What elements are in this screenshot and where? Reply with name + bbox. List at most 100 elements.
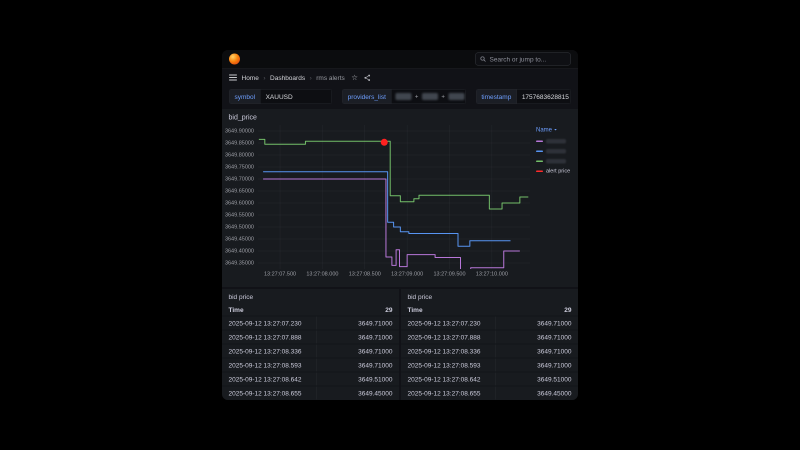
table-row: 2025-09-12 13:27:08.336 3649.71000 — [222, 343, 399, 358]
cell-time: 2025-09-12 13:27:07.230 — [228, 319, 302, 327]
column-header-29[interactable]: 29 — [564, 305, 572, 314]
y-axis-label: 3649.45000 — [224, 236, 254, 242]
table-header: Time 29 — [222, 304, 399, 316]
cell-value: 3649.71000 — [494, 316, 578, 330]
breadcrumb-dashboard-title[interactable]: rms alerts — [316, 73, 345, 82]
tables-row: bid price Time 29 2025-09-12 13:27:07.23… — [222, 289, 578, 400]
table-row: 2025-09-12 13:27:07.888 3649.71000 — [222, 329, 399, 344]
grafana-window: Search or jump to... Home › Dashboards ›… — [222, 50, 578, 400]
legend-entry[interactable] — [536, 146, 575, 156]
search-input[interactable]: Search or jump to... — [475, 52, 571, 66]
legend-series-swatch-icon — [536, 160, 543, 162]
variable-providers-list: providers_list + + ▾ — [342, 89, 466, 104]
alert-price-marker — [380, 138, 388, 146]
y-axis-label: 3649.60000 — [224, 200, 254, 206]
x-axis-label: 13:27:08.000 — [306, 271, 339, 277]
y-axis-label: 3649.55000 — [224, 212, 254, 218]
legend-entries: alert price — [536, 136, 575, 176]
provider-value-redacted — [395, 93, 412, 100]
sort-arrow-icon — [554, 129, 557, 131]
table-row: 2025-09-12 13:27:08.642 3649.51000 — [401, 371, 578, 386]
table-row: 2025-09-12 13:27:07.230 3649.71000 — [222, 315, 399, 330]
cell-value: 3649.51000 — [494, 372, 578, 386]
chart-panel-title[interactable]: bid_price — [228, 113, 257, 121]
provider-value-redacted — [421, 93, 438, 100]
legend-entry[interactable] — [536, 156, 575, 166]
table-row: 2025-09-12 13:27:08.655 3649.45000 — [401, 385, 578, 400]
table-header: Time 29 — [401, 304, 578, 316]
cell-time: 2025-09-12 13:27:07.888 — [407, 333, 481, 341]
legend-entry[interactable] — [536, 136, 575, 146]
variable-providers-select[interactable]: + + ▾ — [390, 89, 466, 104]
cell-value: 3649.51000 — [315, 372, 399, 386]
cell-time: 2025-09-12 13:27:08.655 — [228, 389, 302, 397]
table-body: 2025-09-12 13:27:07.230 3649.71000 2025-09… — [401, 315, 578, 400]
variable-providers-label: providers_list — [342, 89, 391, 104]
search-placeholder: Search or jump to... — [489, 55, 547, 63]
y-axis-label: 3649.40000 — [224, 248, 254, 254]
legend-series-swatch-icon — [536, 170, 543, 172]
cell-value: 3649.71000 — [494, 358, 578, 372]
variable-symbol-label: symbol — [229, 89, 261, 104]
table-panel-title[interactable]: bid price — [228, 293, 254, 301]
cell-time: 2025-09-12 13:27:08.642 — [228, 375, 302, 383]
cell-value: 3649.71000 — [494, 330, 578, 344]
column-header-time[interactable]: Time — [228, 305, 244, 314]
cell-value: 3649.45000 — [315, 386, 399, 400]
top-nav: Search or jump to... — [222, 50, 578, 69]
cell-value: 3649.71000 — [315, 344, 399, 358]
table-row: 2025-09-12 13:27:08.642 3649.51000 — [222, 371, 399, 386]
x-axis-label: 13:27:07.500 — [263, 271, 297, 277]
table-panel: bid price Time 29 2025-09-12 13:27:07.23… — [222, 289, 399, 400]
x-axis-label: 13:27:10.000 — [475, 271, 508, 277]
legend-series-label-redacted — [546, 158, 566, 164]
breadcrumb-separator: › — [263, 73, 266, 82]
legend-series-label: alert price — [546, 168, 571, 174]
grafana-logo-icon[interactable] — [229, 53, 240, 65]
y-axis-label: 3649.90000 — [224, 128, 254, 134]
x-axis-label: 13:27:08.500 — [348, 271, 381, 277]
provider-separator: + — [414, 93, 419, 100]
y-axis-label: 3649.35000 — [224, 260, 254, 266]
breadcrumb-separator: › — [309, 73, 312, 82]
provider-separator: + — [441, 93, 445, 100]
table-row: 2025-09-12 13:27:08.655 3649.45000 — [222, 385, 399, 400]
legend-entry[interactable]: alert price — [536, 166, 575, 176]
table-row: 2025-09-12 13:27:08.593 3649.71000 — [222, 357, 399, 372]
favorite-star-icon[interactable]: ☆ — [351, 73, 358, 83]
cell-time: 2025-09-12 13:27:08.642 — [407, 375, 481, 383]
column-header-29[interactable]: 29 — [385, 305, 393, 314]
chart-legend: Name alert price — [536, 126, 575, 176]
variable-symbol-input[interactable]: XAUUSD — [260, 89, 332, 104]
cell-time: 2025-09-12 13:27:08.336 — [407, 347, 481, 355]
y-axis-label: 3649.80000 — [224, 152, 254, 158]
x-axis-label: 13:27:09.500 — [433, 271, 466, 277]
cell-time: 2025-09-12 13:27:08.655 — [407, 389, 481, 397]
legend-series-swatch-icon — [536, 140, 543, 142]
variable-timestamp-input[interactable]: 1757683628815 — [516, 89, 571, 104]
cell-time: 2025-09-12 13:27:07.888 — [228, 333, 302, 341]
cell-time: 2025-09-12 13:27:08.593 — [407, 361, 481, 369]
cell-value: 3649.71000 — [315, 330, 399, 344]
cell-value: 3649.71000 — [315, 358, 399, 372]
search-icon — [480, 56, 486, 62]
breadcrumb: Home › Dashboards › rms alerts ☆ — [222, 69, 578, 86]
variable-timestamp: timestamp 1757683628815 — [475, 89, 571, 104]
legend-name-header[interactable]: Name — [536, 126, 575, 133]
table-row: 2025-09-12 13:27:08.336 3649.71000 — [401, 343, 578, 358]
table-panel-title[interactable]: bid price — [407, 293, 433, 301]
legend-series-label-redacted — [546, 138, 566, 144]
column-header-time[interactable]: Time — [407, 305, 423, 314]
chart-plot[interactable] — [258, 125, 530, 269]
share-icon[interactable] — [364, 74, 372, 82]
menu-icon[interactable] — [229, 74, 237, 81]
y-axis-label: 3649.85000 — [224, 140, 254, 146]
legend-series-label-redacted — [546, 148, 566, 154]
breadcrumb-home[interactable]: Home — [241, 73, 259, 82]
y-axis-label: 3649.65000 — [224, 188, 254, 194]
table-row: 2025-09-12 13:27:07.230 3649.71000 — [401, 315, 578, 330]
variable-timestamp-label: timestamp — [476, 89, 517, 104]
y-axis-label: 3649.50000 — [224, 224, 254, 230]
breadcrumb-dashboards[interactable]: Dashboards — [270, 73, 306, 82]
